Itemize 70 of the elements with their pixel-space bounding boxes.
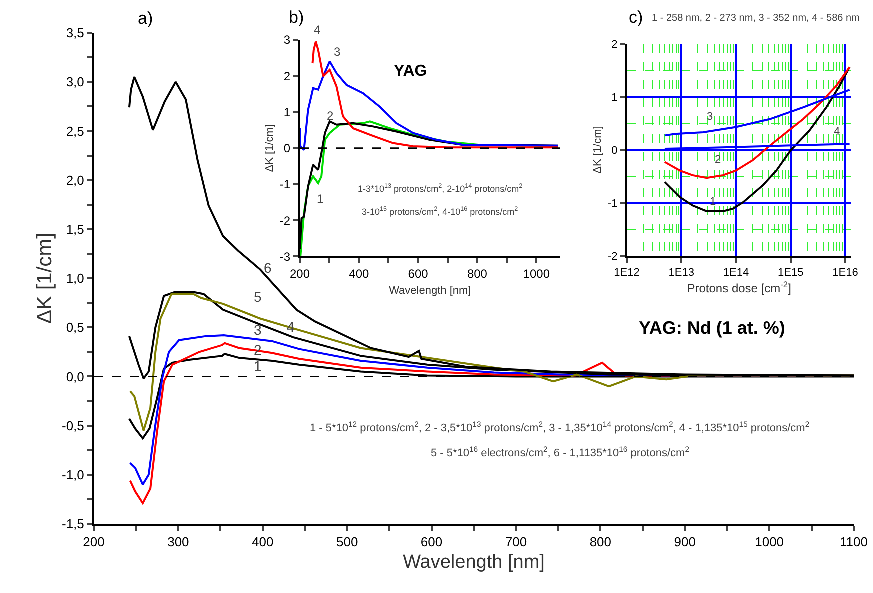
y-tick-label: -2 — [608, 250, 618, 263]
chart-title: b) — [289, 8, 304, 27]
x-tick-label: 1000 — [523, 267, 550, 282]
annotation: 5 - 5*10$^{16}$ electrons/cm$^{2}$, 6 - 1,1135*10$^{16}$ protons/cm$^{2}$ — [431, 445, 690, 460]
annotation: 4 — [834, 126, 840, 138]
y-tick-label: 2,0 — [66, 172, 84, 188]
y-tick-label: 3 — [284, 33, 291, 48]
annotation: 2 — [715, 154, 722, 166]
text: 1 - 258 nm, 2 - 273 nm, 3 - 352 nm, 4 - 586 nm — [652, 13, 860, 24]
annotation: 3 — [707, 111, 714, 123]
x-tick-label: 600 — [420, 534, 443, 550]
x-tick-label: 700 — [505, 534, 528, 550]
y-tick-label: 1,0 — [66, 271, 84, 286]
y-tick-label: -3 — [280, 250, 291, 264]
y-tick-label: 0 — [612, 144, 618, 157]
x-tick-label: 600 — [408, 267, 429, 282]
x-tick-label: 800 — [467, 267, 488, 282]
x-tick-label: 300 — [168, 534, 190, 550]
y-axis-title: ΔK [1/cm] — [264, 124, 276, 172]
y-tick-label: 2 — [612, 38, 618, 51]
chart-title: c) — [629, 8, 644, 27]
annotation: 6 — [264, 260, 272, 276]
chart-title: a) — [138, 9, 154, 28]
x-tick-label: 400 — [349, 267, 370, 282]
y-tick-label: -1,0 — [62, 467, 84, 482]
y-tick-label: 3,0 — [66, 74, 84, 90]
y-axis-title: ΔK [1/cm] — [34, 232, 57, 324]
x-tick-label: 500 — [336, 534, 358, 550]
x-tick-label: 400 — [252, 534, 274, 550]
y-tick-label: 2 — [284, 69, 291, 84]
x-tick-label: 1E16 — [832, 267, 858, 280]
x-tick-label: 1E14 — [723, 267, 750, 280]
y-tick-label: -2 — [280, 214, 291, 228]
x-tick-label: 1E13 — [668, 267, 694, 280]
annotation: 1 — [254, 358, 262, 374]
annotation: 1-3*10$^{13}$ protons/cm$^{2}$, 2-10$^{14}$ protons/cm$^{2}$ — [358, 183, 524, 194]
annotation: 3 — [254, 322, 262, 338]
x-axis-title: Protons dose [cm$^{-2}$] — [687, 280, 792, 296]
annotation: YAG: Nd (1 at. %) — [639, 318, 786, 338]
y-tick-label: 3,5 — [66, 26, 84, 41]
y-tick-label: -1,5 — [62, 516, 84, 532]
x-tick-label: 1000 — [755, 534, 784, 550]
x-tick-label: 900 — [674, 534, 696, 550]
y-tick-label: 0 — [284, 142, 291, 156]
y-tick-label: 0,5 — [66, 320, 84, 336]
annotation: 4 — [314, 23, 321, 37]
x-tick-label: 200 — [290, 267, 310, 282]
x-tick-label: 1E12 — [614, 267, 640, 280]
text: 1 - 5*10$^{12}$ protons/cm$^{2}$, 2 - 3,5*10$^{13}$ protons/cm$^{2}$, 3 - 1,35*10$^{14}$ protons/cm$^{2}$, 4 - 1,135*10$^{15}$ protons/cm$^{2}$ — [310, 420, 810, 435]
x-tick-label: 800 — [590, 534, 612, 550]
annotation: 3 — [334, 45, 341, 59]
y-tick-label: 1,5 — [66, 222, 84, 237]
y-tick-label: -1 — [608, 198, 618, 210]
y-tick-label: 2,5 — [66, 124, 84, 139]
x-axis-title: Wavelength [nm] — [403, 552, 545, 573]
y-tick-label: 1 — [284, 105, 291, 120]
annotation: 3-10$^{15}$ protons/cm$^{2}$, 4-10$^{16}$ protons/cm$^{2}$ — [362, 206, 519, 217]
annotation: 2 — [327, 109, 334, 123]
x-tick-label: 200 — [83, 534, 105, 550]
y-tick-label: 0,0 — [66, 369, 84, 384]
annotation: 1 — [317, 192, 324, 206]
y-tick-label: -0,5 — [62, 418, 84, 434]
annotation: YAG — [394, 63, 428, 80]
y-tick-label: 1 — [612, 92, 618, 104]
y-axis-title: ΔK [1/cm] — [592, 126, 604, 174]
x-tick-label: 1E15 — [778, 267, 804, 280]
x-tick-label: 1100 — [840, 534, 868, 550]
annotation: 5 — [254, 289, 262, 305]
x-axis-title: Wavelength [nm] — [389, 284, 472, 297]
y-tick-label: -1 — [280, 178, 291, 192]
